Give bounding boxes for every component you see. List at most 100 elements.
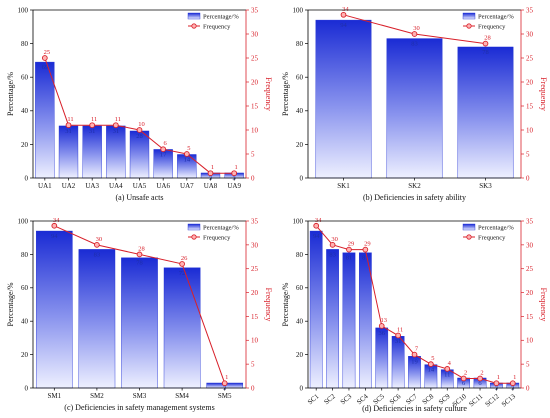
frequency-point	[509, 380, 516, 387]
left-tick-label: 20	[21, 141, 29, 149]
right-tick-label: 15	[251, 102, 259, 110]
chart-caption: (b) Deficiencies in safety ability	[363, 193, 466, 202]
frequency-point	[65, 122, 72, 129]
bar	[386, 38, 443, 179]
category-label: SK2	[408, 182, 421, 190]
frequency-point	[51, 222, 58, 229]
bar-value-label: 94	[340, 22, 347, 29]
frequency-value-label: 25	[44, 49, 51, 56]
bar-value-label: 36	[378, 330, 385, 337]
right-tick-label: 10	[526, 126, 534, 134]
frequency-point	[444, 366, 451, 372]
frequency-value-label: 5	[187, 145, 190, 152]
legend-line-label: Frequency	[203, 24, 231, 31]
frequency-value-label: 4	[448, 360, 452, 367]
frequency-value-label: 29	[364, 241, 371, 248]
right-tick-label: 20	[251, 78, 259, 86]
bar-value-label: 78	[482, 49, 489, 56]
legend-point-swatch	[466, 234, 472, 240]
bar-value-label: 14	[184, 156, 191, 163]
frequency-point	[428, 361, 434, 367]
left-tick-label: 60	[21, 284, 29, 292]
bar-value-label: 28	[136, 133, 143, 140]
category-label: SM4	[175, 392, 189, 400]
right-tick-label: 35	[251, 6, 259, 14]
category-label: UA3	[85, 182, 99, 190]
frequency-value-label: 5	[431, 355, 434, 362]
legend-bar-swatch	[187, 12, 201, 20]
frequency-value-label: 30	[96, 236, 103, 243]
frequency-value-label: 28	[138, 245, 145, 252]
bar	[375, 327, 389, 389]
frequency-value-label: 34	[53, 217, 60, 224]
bar	[35, 61, 55, 179]
bar-value-label: 31	[89, 128, 96, 135]
frequency-point	[411, 31, 418, 37]
category-label: UA2	[62, 182, 76, 190]
frequency-value-label: 30	[331, 236, 338, 243]
bar-value-label: 69	[42, 64, 49, 71]
category-label: UA7	[180, 182, 194, 190]
left-tick-label: 40	[21, 107, 29, 115]
frequency-point	[179, 261, 185, 267]
left-tick-label: 0	[300, 384, 304, 392]
legend-bar-swatch	[462, 12, 476, 20]
right-tick-label: 0	[526, 384, 530, 392]
left-tick-label: 20	[296, 141, 304, 149]
bar	[78, 249, 116, 389]
bar-value-label: 31	[113, 128, 120, 135]
legend-point-swatch	[191, 23, 197, 29]
right-tick-label: 10	[526, 337, 534, 345]
frequency-point	[94, 242, 100, 248]
frequency-point	[313, 222, 320, 229]
bar-value-label: 81	[362, 255, 369, 262]
right-tick-label: 5	[251, 361, 255, 369]
frequency-value-label: 2	[464, 369, 467, 376]
category-label: UA1	[38, 182, 52, 190]
legend-point-swatch	[191, 234, 197, 240]
right-tick-label: 20	[526, 78, 534, 86]
frequency-point	[112, 122, 119, 129]
category-label: UA4	[109, 182, 123, 190]
frequency-value-label: 10	[138, 121, 145, 128]
right-tick-label: 35	[526, 217, 534, 225]
frequency-value-label: 2	[480, 369, 483, 376]
frequency-point	[378, 323, 385, 329]
right-axis-title: Frequency	[264, 77, 273, 111]
bar	[359, 252, 372, 389]
left-tick-label: 60	[21, 74, 29, 82]
category-label: UA5	[133, 182, 147, 190]
frequency-value-label: 1	[513, 374, 516, 381]
frequency-point	[89, 122, 96, 129]
legend-line-label: Frequency	[478, 235, 506, 242]
legend-bar-label: Percentage/%	[203, 14, 239, 21]
right-tick-label: 30	[251, 30, 259, 38]
legend-line-label: Frequency	[203, 235, 231, 242]
frequency-point	[221, 380, 228, 387]
frequency-value-label: 6	[164, 140, 168, 147]
bar-value-label: 11	[444, 372, 450, 379]
right-tick-label: 15	[526, 102, 534, 110]
left-tick-label: 100	[293, 217, 304, 225]
frequency-value-label: 1	[235, 164, 238, 171]
right-tick-label: 5	[526, 361, 530, 369]
legend-bar-label: Percentage/%	[203, 225, 239, 232]
category-label: SC2	[322, 392, 337, 406]
legend-point-swatch	[466, 23, 472, 29]
bar	[309, 230, 323, 389]
category-label: SM2	[90, 392, 104, 400]
left-axis-title: Percentage/%	[281, 282, 290, 326]
legend-bar-label: Percentage/%	[478, 14, 514, 21]
bar-value-label: 94	[313, 233, 320, 240]
category-label: SM5	[218, 392, 232, 400]
left-tick-label: 100	[18, 6, 29, 14]
chart-safety-ability: 94 83 78 34 30 28 0 20 40 60 80 100 0 5 10 15 20 25 30 35 SK…	[281, 6, 548, 202]
frequency-value-label: 34	[342, 6, 349, 13]
frequency-point	[460, 375, 467, 382]
left-tick-label: 100	[18, 217, 29, 225]
bar	[121, 257, 158, 389]
category-label: SC11	[467, 392, 484, 408]
left-axis-title: Percentage/%	[6, 72, 15, 116]
left-tick-label: 40	[21, 318, 29, 326]
frequency-point	[136, 127, 143, 133]
